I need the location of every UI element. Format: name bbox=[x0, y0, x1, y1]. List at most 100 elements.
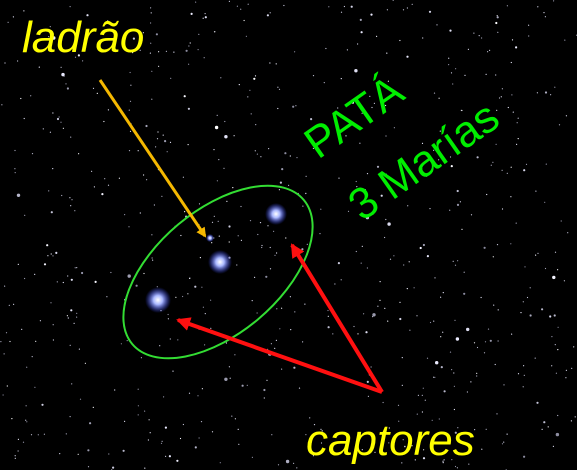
star bbox=[38, 434, 39, 435]
star bbox=[230, 378, 231, 379]
captors-label: captores bbox=[306, 416, 475, 465]
star bbox=[394, 127, 395, 128]
star bbox=[9, 305, 10, 306]
star bbox=[270, 268, 271, 269]
star bbox=[537, 253, 538, 254]
star bbox=[530, 314, 532, 316]
star bbox=[341, 279, 342, 280]
star bbox=[169, 455, 171, 457]
star bbox=[210, 328, 211, 329]
star bbox=[13, 16, 14, 17]
star bbox=[502, 88, 503, 89]
star bbox=[257, 312, 258, 313]
star bbox=[93, 88, 94, 89]
star bbox=[553, 0, 554, 1]
star bbox=[14, 150, 15, 151]
star bbox=[281, 168, 283, 170]
star bbox=[495, 22, 497, 24]
star bbox=[150, 7, 151, 8]
star bbox=[108, 453, 109, 454]
star bbox=[154, 204, 155, 205]
star bbox=[515, 46, 517, 48]
star bbox=[535, 358, 536, 359]
star bbox=[476, 373, 477, 374]
star bbox=[70, 309, 72, 311]
star bbox=[138, 389, 139, 390]
star bbox=[138, 150, 139, 151]
star bbox=[276, 308, 277, 309]
star bbox=[550, 94, 551, 95]
star bbox=[213, 149, 214, 150]
star bbox=[276, 63, 277, 64]
star bbox=[61, 195, 62, 196]
star bbox=[416, 315, 417, 316]
star bbox=[186, 50, 188, 52]
star bbox=[338, 262, 340, 264]
star bbox=[368, 396, 369, 397]
star bbox=[15, 458, 16, 459]
star bbox=[76, 317, 77, 318]
star bbox=[63, 128, 64, 129]
star bbox=[203, 307, 204, 308]
star bbox=[247, 385, 248, 386]
star bbox=[510, 243, 511, 244]
star bbox=[425, 400, 426, 401]
star bbox=[535, 191, 536, 192]
star bbox=[229, 366, 230, 367]
star bbox=[484, 247, 486, 249]
star bbox=[418, 395, 419, 396]
star bbox=[348, 211, 349, 212]
star bbox=[246, 36, 247, 37]
star bbox=[240, 206, 241, 207]
star bbox=[327, 310, 328, 311]
star bbox=[402, 357, 403, 358]
star bbox=[121, 343, 122, 344]
star bbox=[293, 367, 295, 369]
star bbox=[450, 352, 451, 353]
star bbox=[386, 53, 387, 54]
star bbox=[44, 434, 45, 435]
star bbox=[46, 244, 48, 246]
star bbox=[219, 236, 220, 237]
star bbox=[229, 241, 230, 242]
star bbox=[176, 460, 178, 462]
star bbox=[129, 150, 130, 151]
star bbox=[238, 235, 239, 236]
star bbox=[252, 300, 253, 301]
star bbox=[490, 340, 492, 342]
star bbox=[128, 226, 129, 227]
star bbox=[464, 75, 465, 76]
star bbox=[498, 340, 499, 341]
star bbox=[51, 253, 52, 254]
star bbox=[218, 159, 219, 160]
star bbox=[276, 252, 277, 253]
star bbox=[187, 293, 188, 294]
star bbox=[361, 263, 362, 264]
star bbox=[24, 118, 25, 119]
star bbox=[422, 411, 423, 412]
star bbox=[495, 74, 496, 75]
star bbox=[399, 40, 400, 41]
star bbox=[328, 326, 330, 328]
star bbox=[61, 67, 62, 68]
star bbox=[148, 439, 149, 440]
star bbox=[70, 137, 71, 138]
star bbox=[332, 333, 333, 334]
star bbox=[363, 313, 364, 314]
star bbox=[177, 339, 178, 340]
star bbox=[481, 449, 482, 450]
star bbox=[103, 121, 104, 122]
star bbox=[270, 247, 271, 248]
star bbox=[296, 157, 297, 158]
star bbox=[204, 57, 205, 58]
star bbox=[70, 205, 71, 206]
star bbox=[67, 315, 68, 316]
star bbox=[518, 373, 519, 374]
star bbox=[324, 82, 325, 83]
star bbox=[25, 420, 26, 421]
star bbox=[545, 268, 546, 269]
star bbox=[248, 4, 249, 5]
star bbox=[565, 377, 566, 378]
star bbox=[422, 37, 423, 38]
star bbox=[52, 112, 53, 113]
